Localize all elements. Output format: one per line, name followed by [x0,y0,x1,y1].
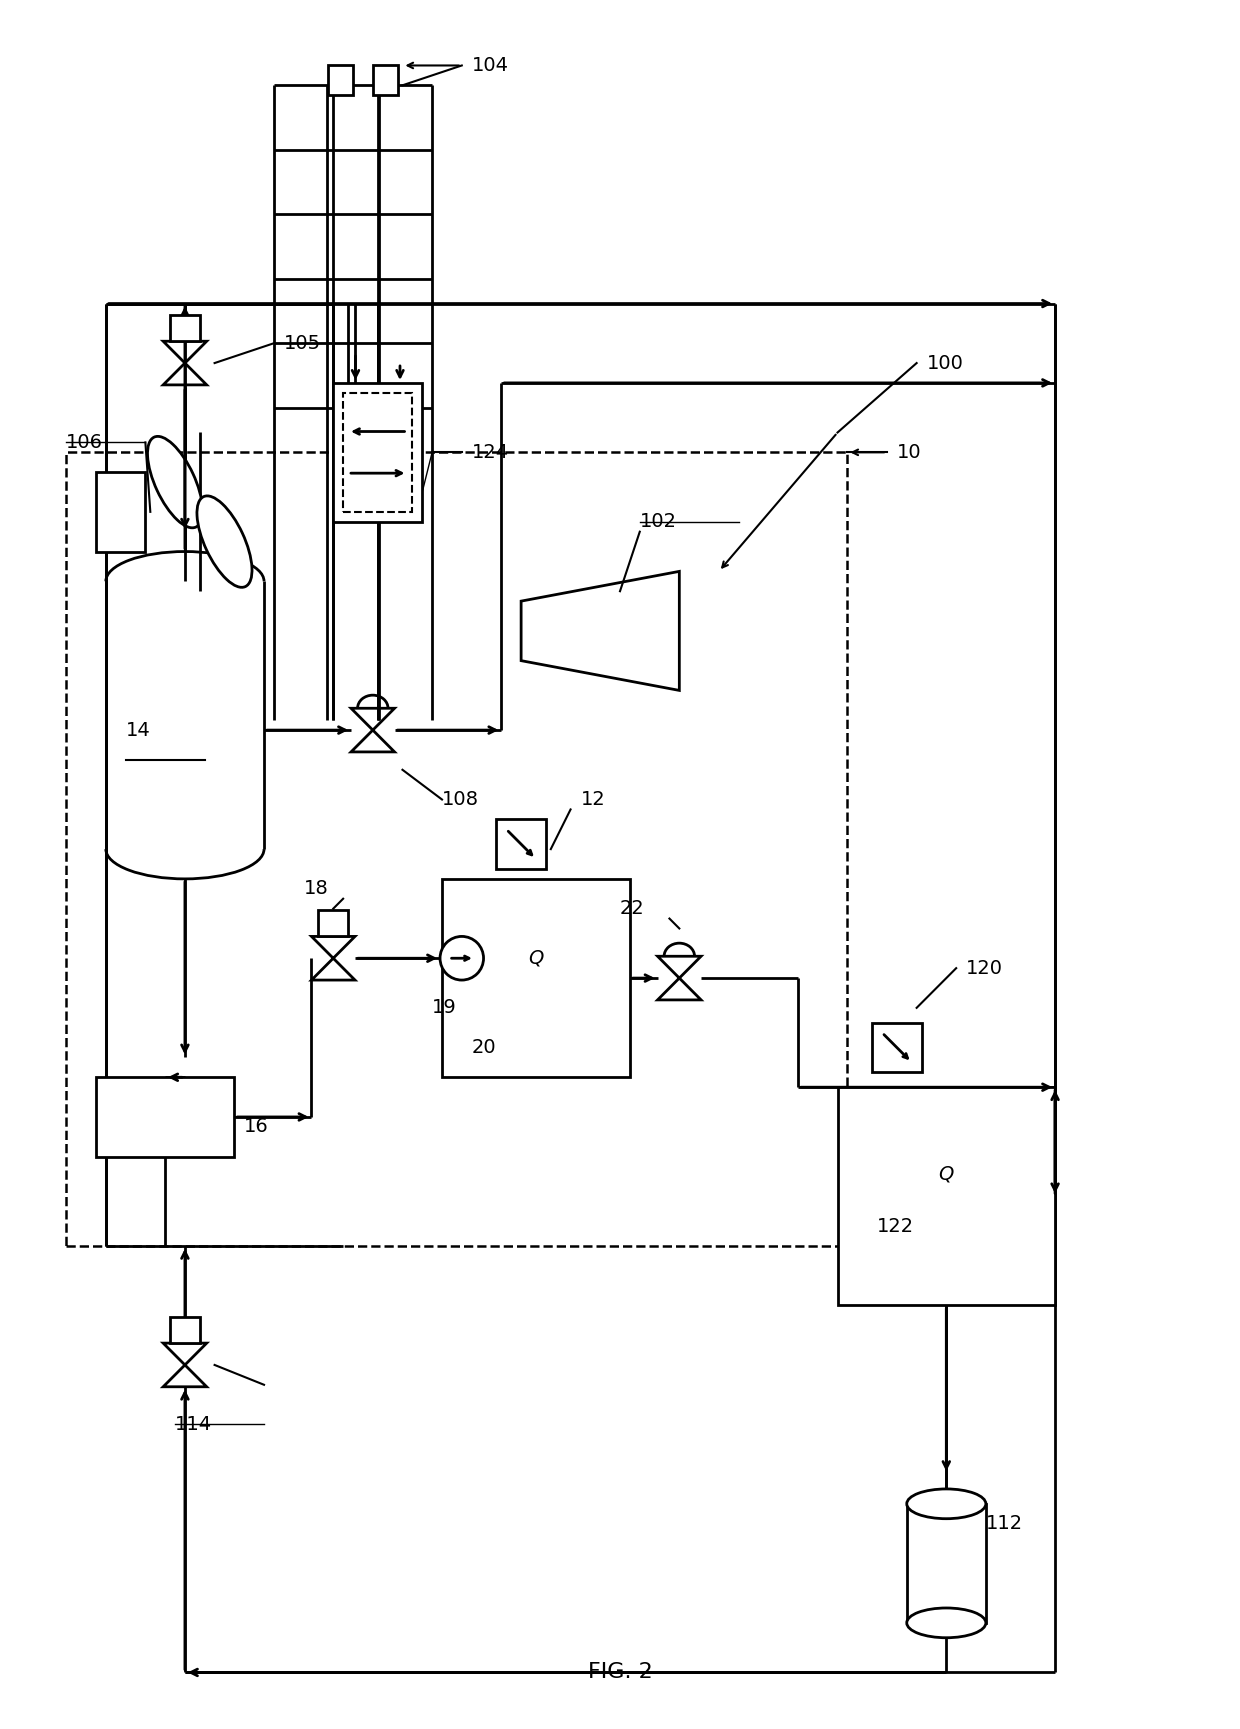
Bar [170,315,200,341]
Text: Q: Q [528,949,543,968]
Bar [317,909,348,937]
Text: 100: 100 [926,353,963,372]
Text: 114: 114 [175,1414,212,1433]
Circle shape [440,937,484,980]
Ellipse shape [148,436,202,527]
Text: 18: 18 [304,880,329,899]
Bar [441,878,630,1077]
Text: 105: 105 [284,334,321,353]
Bar [906,1504,986,1624]
Bar [343,392,413,512]
Text: FIG. 2: FIG. 2 [588,1663,652,1682]
Bar [170,1317,200,1343]
Text: 108: 108 [441,790,479,809]
Bar [373,66,398,95]
Text: 12: 12 [580,790,605,809]
Text: 16: 16 [244,1117,269,1136]
Text: 102: 102 [640,512,677,531]
Bar [329,66,353,95]
Text: 22: 22 [620,899,645,918]
Text: 120: 120 [966,958,1003,977]
Bar [872,1024,921,1072]
Bar [95,472,145,552]
Text: 112: 112 [986,1515,1023,1534]
Text: 122: 122 [877,1217,914,1236]
Text: 124: 124 [471,443,508,462]
Text: 10: 10 [897,443,921,462]
Text: 19: 19 [432,998,456,1017]
Text: 14: 14 [125,721,150,740]
Bar [334,382,423,522]
Ellipse shape [197,496,252,588]
Bar [66,453,847,1247]
Text: 106: 106 [66,432,103,451]
Ellipse shape [906,1608,986,1637]
Bar [837,1088,1055,1305]
Text: Q: Q [939,1165,954,1184]
Bar [496,820,546,870]
Text: 104: 104 [471,55,508,74]
Ellipse shape [906,1489,986,1518]
Text: 20: 20 [471,1037,496,1056]
Bar [95,1077,234,1157]
